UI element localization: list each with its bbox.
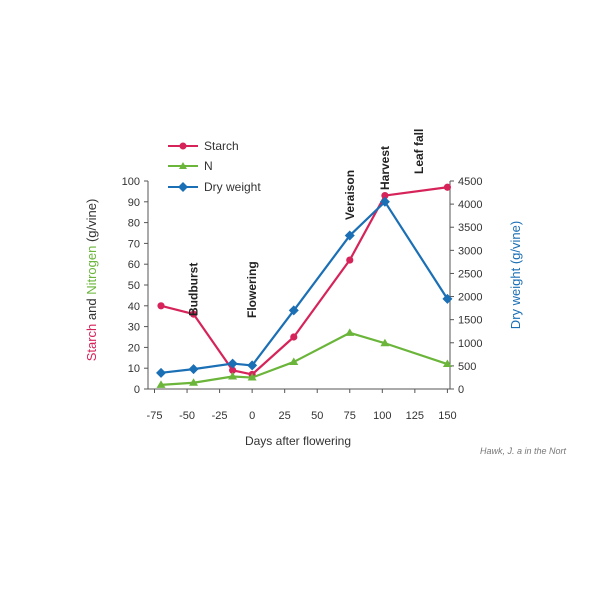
right-y-tick-label: 1500 xyxy=(458,315,482,327)
left-y-tick-label: 30 xyxy=(128,322,140,334)
data-point-dry-weight xyxy=(227,358,238,369)
data-point-n xyxy=(380,338,390,347)
event-labels: Budburst Flowering Veraison Harvest Leaf fal… xyxy=(187,129,426,318)
left-y-axis-title: Starch and Nitrogen (g/vine) xyxy=(84,199,99,362)
tick-labels: 0102030405060708090100050010001500200025… xyxy=(122,176,483,422)
ylabel-starch: Starch xyxy=(84,324,99,362)
x-tick-label: 0 xyxy=(249,410,255,422)
left-y-tick-label: 10 xyxy=(128,363,140,375)
ylabel-unit: (g/vine) xyxy=(84,199,99,246)
data-point-dry-weight xyxy=(344,230,355,241)
legend-marker-n xyxy=(179,162,187,169)
x-tick-label: 150 xyxy=(438,410,456,422)
series-group xyxy=(156,183,453,388)
data-point-n xyxy=(189,378,199,386)
data-point-dry-weight xyxy=(188,364,199,375)
x-tick-label: 100 xyxy=(373,410,391,422)
left-y-tick-label: 0 xyxy=(134,384,140,396)
right-y-tick-label: 0 xyxy=(458,384,464,396)
x-tick-label: -50 xyxy=(179,410,195,422)
x-tick-label: 25 xyxy=(279,410,291,422)
data-point-starch xyxy=(229,366,237,374)
left-y-tick-label: 40 xyxy=(128,301,140,313)
data-point-starch xyxy=(157,302,165,310)
ylabel-and: and xyxy=(84,295,99,324)
x-tick-label: 50 xyxy=(311,410,323,422)
x-tick-label: -75 xyxy=(147,410,163,422)
right-y-tick-label: 2500 xyxy=(458,268,482,280)
event-label-flowering: Flowering xyxy=(245,261,259,318)
data-point-dry-weight xyxy=(442,293,453,304)
event-label-budburst: Budburst xyxy=(187,263,201,316)
data-point-n xyxy=(289,357,299,365)
left-y-tick-label: 70 xyxy=(128,238,140,250)
left-y-tick-label: 50 xyxy=(128,280,140,292)
data-point-dry-weight xyxy=(379,196,390,207)
data-point-starch xyxy=(189,310,198,318)
legend-marker-dry-weight xyxy=(178,182,188,192)
data-point-dry-weight xyxy=(288,305,299,316)
data-point-n xyxy=(442,359,452,368)
axes xyxy=(144,180,454,393)
right-y-tick-label: 4000 xyxy=(458,199,482,211)
data-point-starch xyxy=(443,183,451,191)
data-point-starch xyxy=(346,256,354,264)
data-point-n xyxy=(345,328,355,336)
x-axis-title: Days after flowering xyxy=(245,434,351,448)
data-point-starch xyxy=(290,333,298,341)
data-point-dry-weight xyxy=(156,367,167,378)
left-y-tick-label: 20 xyxy=(128,342,140,354)
legend-label-starch: Starch xyxy=(204,139,239,153)
series-line-dry-weight xyxy=(160,200,449,374)
right-y-tick-label: 4500 xyxy=(458,176,482,188)
data-point-n xyxy=(228,372,238,380)
right-y-tick-label: 3000 xyxy=(458,245,482,257)
x-tick-label: 125 xyxy=(406,410,424,422)
x-tick-label: -25 xyxy=(212,410,228,422)
left-y-tick-label: 100 xyxy=(122,176,140,188)
right-y-tick-label: 2000 xyxy=(458,292,482,304)
series-line-n xyxy=(160,331,448,386)
right-y-tick-label: 1000 xyxy=(458,338,482,350)
event-label-veraison: Veraison xyxy=(343,170,357,220)
left-y-tick-label: 60 xyxy=(128,259,140,271)
credit: Hawk, J. a in the Nort xyxy=(480,446,567,456)
data-point-dry-weight xyxy=(247,360,258,371)
data-point-n xyxy=(247,373,257,381)
x-tick-label: 75 xyxy=(344,410,356,422)
legend-label-n: N xyxy=(204,159,213,173)
series-line-starch xyxy=(160,186,448,376)
right-y-tick-label: 3500 xyxy=(458,222,482,234)
left-y-tick-label: 80 xyxy=(128,218,140,230)
event-label-leaf-fall: Leaf fall xyxy=(412,129,426,174)
legend-label-dry-weight: Dry weight xyxy=(204,180,261,194)
event-label-harvest: Harvest xyxy=(378,146,392,190)
right-y-tick-label: 500 xyxy=(458,361,476,373)
data-point-starch xyxy=(381,191,389,200)
left-y-tick-label: 90 xyxy=(128,197,140,209)
legend-marker-starch xyxy=(179,142,187,150)
ylabel-nitrogen: Nitrogen xyxy=(84,246,99,295)
right-y-axis-title: Dry weight (g/vine) xyxy=(508,221,523,329)
legend: Starch N Dry weight xyxy=(168,139,261,194)
data-point-n xyxy=(156,380,166,388)
